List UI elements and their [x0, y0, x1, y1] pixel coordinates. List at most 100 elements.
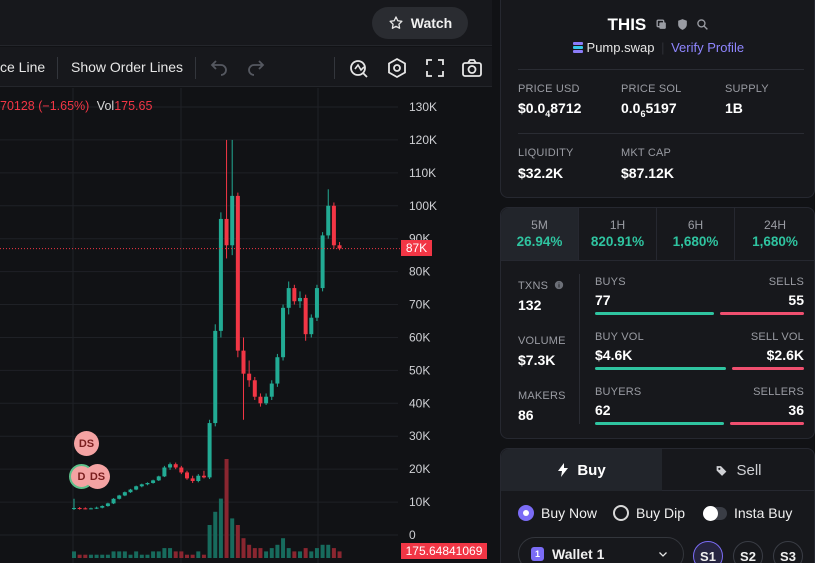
preset-s2-button[interactable]: S2	[733, 541, 763, 563]
txns-stat: TXNS 132	[518, 280, 564, 313]
timeframe-tab-1h[interactable]: 1H 820.91%	[579, 208, 657, 260]
ds-marker[interactable]: DS	[85, 464, 110, 489]
volume-bar	[156, 551, 161, 558]
candle-body	[298, 297, 302, 302]
volume-bar	[134, 551, 139, 558]
tab-sell[interactable]: Sell	[662, 449, 815, 491]
buy-dip-radio[interactable]: Buy Dip	[613, 505, 685, 521]
fullscreen-icon[interactable]	[423, 56, 447, 80]
volume-tag: 175.64841069	[401, 543, 487, 559]
buyers-ratio-bar	[595, 422, 724, 425]
price-chart[interactable]: 130K120K110K100K90K80K70K60K50K40K30K20K…	[0, 88, 492, 563]
volume-bar	[264, 551, 269, 558]
y-tick-label: 0	[409, 528, 416, 542]
redo-icon[interactable]	[244, 56, 268, 80]
stat-supply: SUPPLY 1B	[725, 83, 769, 116]
volume-bar	[151, 551, 156, 558]
sellers-ratio-bar	[730, 422, 804, 425]
candle-body	[252, 380, 257, 397]
divider	[579, 274, 580, 424]
camera-icon[interactable]	[460, 56, 484, 80]
preset-s1-button[interactable]: S1	[693, 541, 723, 563]
current-price-tag: 87K	[401, 240, 432, 256]
y-tick-label: 100K	[409, 199, 437, 213]
ds-marker[interactable]: DS	[74, 431, 99, 456]
preset-s3-button[interactable]: S3	[773, 541, 803, 563]
candle-body	[88, 508, 93, 510]
sells-ratio-bar	[720, 312, 804, 315]
volume-bar	[145, 554, 150, 558]
divider	[501, 260, 814, 261]
candle-body	[117, 495, 122, 499]
volume-bar	[179, 551, 184, 558]
candle-body	[224, 218, 229, 246]
price-change-readout: 70128 (−1.65%)	[0, 99, 90, 113]
price-line-toggle[interactable]: ce Line	[0, 59, 46, 75]
volume-bar	[83, 554, 88, 558]
timeframe-tab-24h[interactable]: 24H 1,680%	[752, 218, 798, 249]
volume-bars	[72, 459, 342, 558]
tag-icon	[717, 465, 727, 476]
candle-body	[235, 195, 240, 351]
stat-market-cap: MKT CAP $87.12K	[621, 147, 674, 181]
candle-body	[264, 396, 269, 404]
chart-toolbar: ce Line Show Order Lines	[0, 47, 492, 87]
candle-body	[185, 472, 189, 479]
info-icon[interactable]	[554, 280, 564, 290]
timeframe-tab-6h[interactable]: 6H 1,680%	[657, 208, 735, 260]
toolbar-divider	[195, 57, 196, 79]
candle-body	[201, 475, 206, 478]
watch-button[interactable]: Watch	[372, 7, 468, 39]
y-tick-label: 60K	[409, 330, 430, 344]
candle-body	[230, 195, 235, 246]
trading-stats-card: 5M 26.94% 1H 820.91% 6H 1,680% 24H 1,680% TX…	[500, 207, 815, 439]
y-tick-label: 10K	[409, 495, 430, 509]
volume-bar	[128, 554, 133, 558]
undo-icon[interactable]	[207, 56, 231, 80]
candle-body	[241, 350, 246, 374]
makers-stat: MAKERS 86	[518, 390, 566, 423]
show-order-lines-toggle[interactable]: Show Order Lines	[71, 59, 184, 75]
volume-bar	[111, 551, 116, 558]
wallet-selector[interactable]: 1 Wallet 1	[518, 537, 684, 563]
volume-bar	[230, 518, 235, 558]
buy-now-radio[interactable]: Buy Now	[518, 505, 597, 521]
volume-bar	[337, 551, 342, 558]
candle-body	[105, 503, 110, 507]
search-icon[interactable]	[696, 18, 709, 31]
token-symbol: THIS	[607, 15, 647, 34]
platform-name[interactable]: Pump.swap	[586, 40, 655, 55]
y-tick-label: 30K	[409, 429, 430, 443]
chart-panel: Watch ce Line Show Order Lines 130K 120K 1…	[0, 0, 492, 563]
pump-logo-icon	[572, 42, 583, 53]
tab-buy[interactable]: Buy	[501, 449, 662, 491]
volume-bar	[320, 544, 325, 558]
timeframe-tab-5m[interactable]: 5M 26.94%	[501, 208, 579, 260]
token-info-card: THIS Pump.swap | Verify Profile PRICE US…	[500, 0, 815, 198]
candle-body	[269, 383, 274, 397]
candle-body	[128, 489, 133, 493]
volume-bar	[100, 554, 105, 558]
volume-bar	[201, 554, 206, 558]
candle-body	[213, 330, 218, 424]
candle-body	[286, 288, 291, 308]
candle-body	[303, 297, 308, 335]
volume-bar	[162, 548, 167, 558]
candle-body	[218, 218, 223, 331]
verify-profile-link[interactable]: Verify Profile	[671, 40, 745, 55]
indicator-icon[interactable]	[347, 56, 371, 80]
candles	[72, 139, 342, 510]
stat-price-usd: PRICE USD $0.048712	[518, 83, 582, 119]
copy-icon[interactable]	[655, 18, 668, 31]
separator: |	[661, 40, 665, 55]
chart-header: Watch	[0, 0, 492, 46]
candle-body	[83, 508, 88, 510]
buyvol-ratio-bar	[595, 367, 726, 370]
insta-buy-toggle[interactable]: Insta Buy	[703, 505, 792, 521]
shield-icon[interactable]	[676, 18, 689, 31]
volume-bar	[292, 551, 297, 558]
volume-bar	[185, 554, 189, 558]
settings-hex-icon[interactable]	[385, 56, 409, 80]
volume-bar	[258, 548, 263, 558]
wallet-icon: 1	[531, 547, 544, 561]
